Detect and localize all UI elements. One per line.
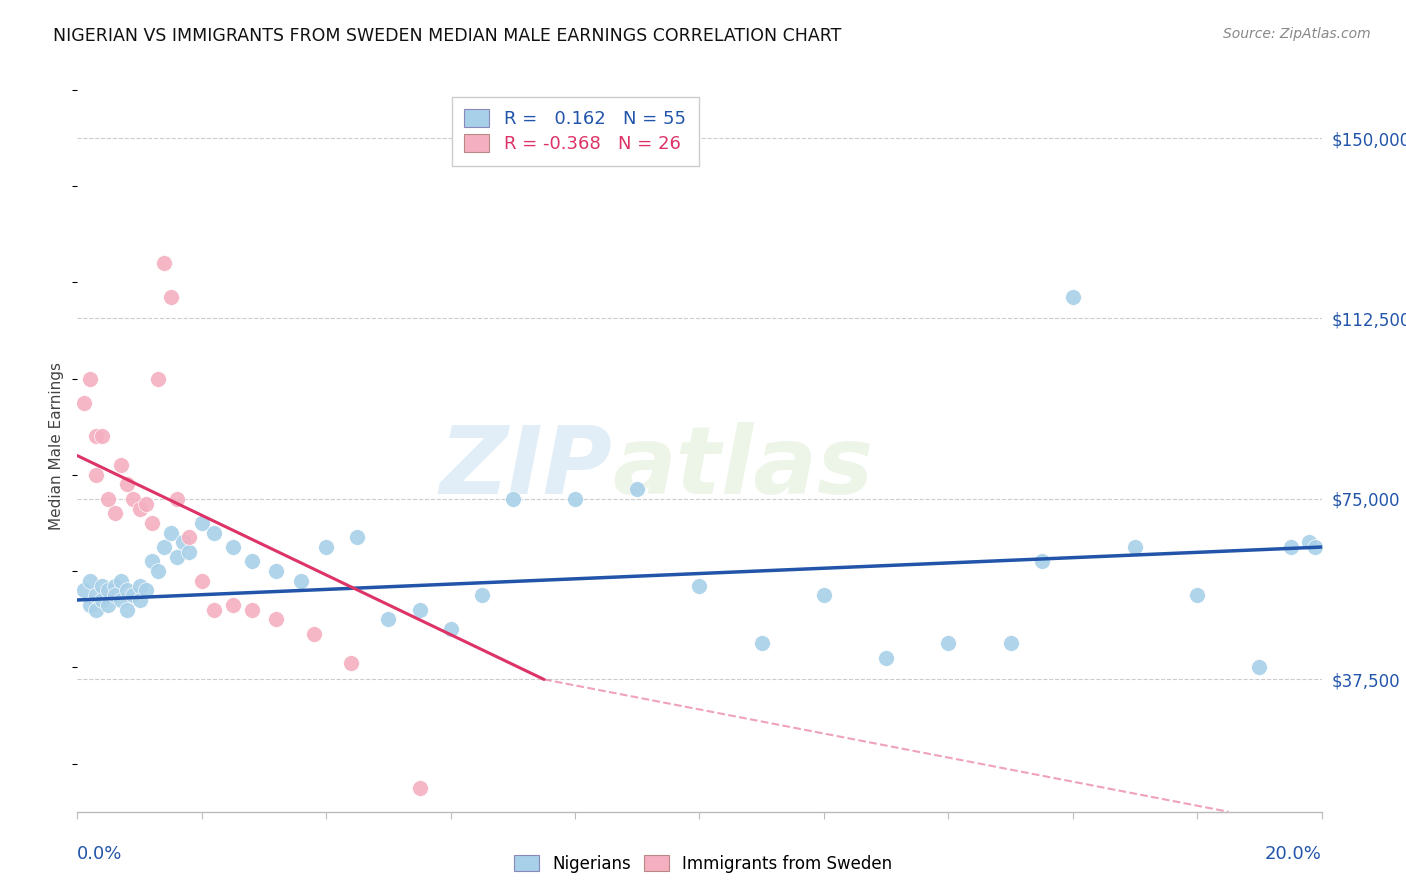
Point (115, 477, 138, 491)
Point (122, 588, 145, 602)
Point (813, 588, 835, 602)
Point (751, 636, 773, 650)
Point (408, 602, 430, 616)
Point (1031, 554, 1053, 568)
Point (122, 491, 145, 506)
Point (408, 780, 430, 795)
Point (1187, 588, 1209, 602)
Point (1000, 636, 1022, 650)
Point (135, 497, 157, 511)
Point (110, 574, 132, 588)
Point (84, 602, 107, 616)
Point (91, 578, 114, 592)
Point (266, 612, 288, 626)
Point (91, 429, 114, 443)
Point (153, 540, 176, 554)
Point (110, 593, 132, 607)
Point (1123, 540, 1146, 554)
Text: 20.0%: 20.0% (1265, 845, 1322, 863)
Point (191, 516, 214, 530)
Point (938, 636, 960, 650)
Point (179, 545, 201, 559)
Point (166, 549, 188, 564)
Point (626, 483, 648, 497)
Point (502, 491, 524, 506)
Point (689, 578, 711, 592)
Point (110, 458, 132, 473)
Point (115, 602, 138, 616)
Point (84, 429, 107, 443)
Point (79, 598, 101, 612)
Point (79, 574, 101, 588)
Point (440, 622, 463, 636)
Point (240, 554, 263, 568)
Point (266, 564, 288, 578)
Point (166, 491, 188, 506)
Point (97, 583, 120, 598)
Point (340, 656, 363, 670)
Point (315, 540, 337, 554)
Point (72, 395, 94, 409)
Text: NIGERIAN VS IMMIGRANTS FROM SWEDEN MEDIAN MALE EARNINGS CORRELATION CHART: NIGERIAN VS IMMIGRANTS FROM SWEDEN MEDIA… (53, 27, 842, 45)
Point (72, 583, 94, 598)
Point (302, 626, 325, 640)
Point (135, 583, 157, 598)
Point (159, 290, 181, 304)
Point (141, 554, 163, 568)
Point (148, 371, 170, 385)
Legend: R =   0.162   N = 55, R = -0.368   N = 26: R = 0.162 N = 55, R = -0.368 N = 26 (451, 96, 699, 166)
Point (172, 535, 194, 549)
Point (240, 602, 263, 616)
Point (1062, 290, 1084, 304)
Point (222, 540, 245, 554)
Point (91, 593, 114, 607)
Point (128, 578, 150, 592)
Point (148, 564, 170, 578)
Y-axis label: Median Male Earnings: Median Male Earnings (49, 362, 65, 530)
Point (84, 588, 107, 602)
Point (84, 467, 107, 482)
Point (179, 530, 201, 544)
Point (346, 530, 368, 544)
Point (104, 588, 127, 602)
Text: 0.0%: 0.0% (77, 845, 122, 863)
Text: atlas: atlas (613, 422, 873, 514)
Point (97, 598, 120, 612)
Point (104, 578, 127, 592)
Point (564, 491, 586, 506)
Point (128, 593, 150, 607)
Point (290, 574, 312, 588)
Point (875, 650, 897, 665)
Point (104, 507, 127, 521)
Point (159, 525, 181, 540)
Text: ZIP: ZIP (440, 422, 613, 514)
Point (97, 491, 120, 506)
Point (202, 525, 225, 540)
Point (153, 256, 176, 270)
Point (1249, 660, 1271, 674)
Point (191, 574, 214, 588)
Point (222, 598, 245, 612)
Legend: Nigerians, Immigrants from Sweden: Nigerians, Immigrants from Sweden (508, 848, 898, 880)
Point (471, 588, 494, 602)
Point (1305, 540, 1327, 554)
Text: Source: ZipAtlas.com: Source: ZipAtlas.com (1223, 27, 1371, 41)
Point (141, 516, 163, 530)
Point (115, 583, 138, 598)
Point (377, 612, 399, 626)
Point (1298, 535, 1320, 549)
Point (128, 501, 150, 516)
Point (1279, 540, 1302, 554)
Point (202, 602, 225, 616)
Point (79, 371, 101, 385)
